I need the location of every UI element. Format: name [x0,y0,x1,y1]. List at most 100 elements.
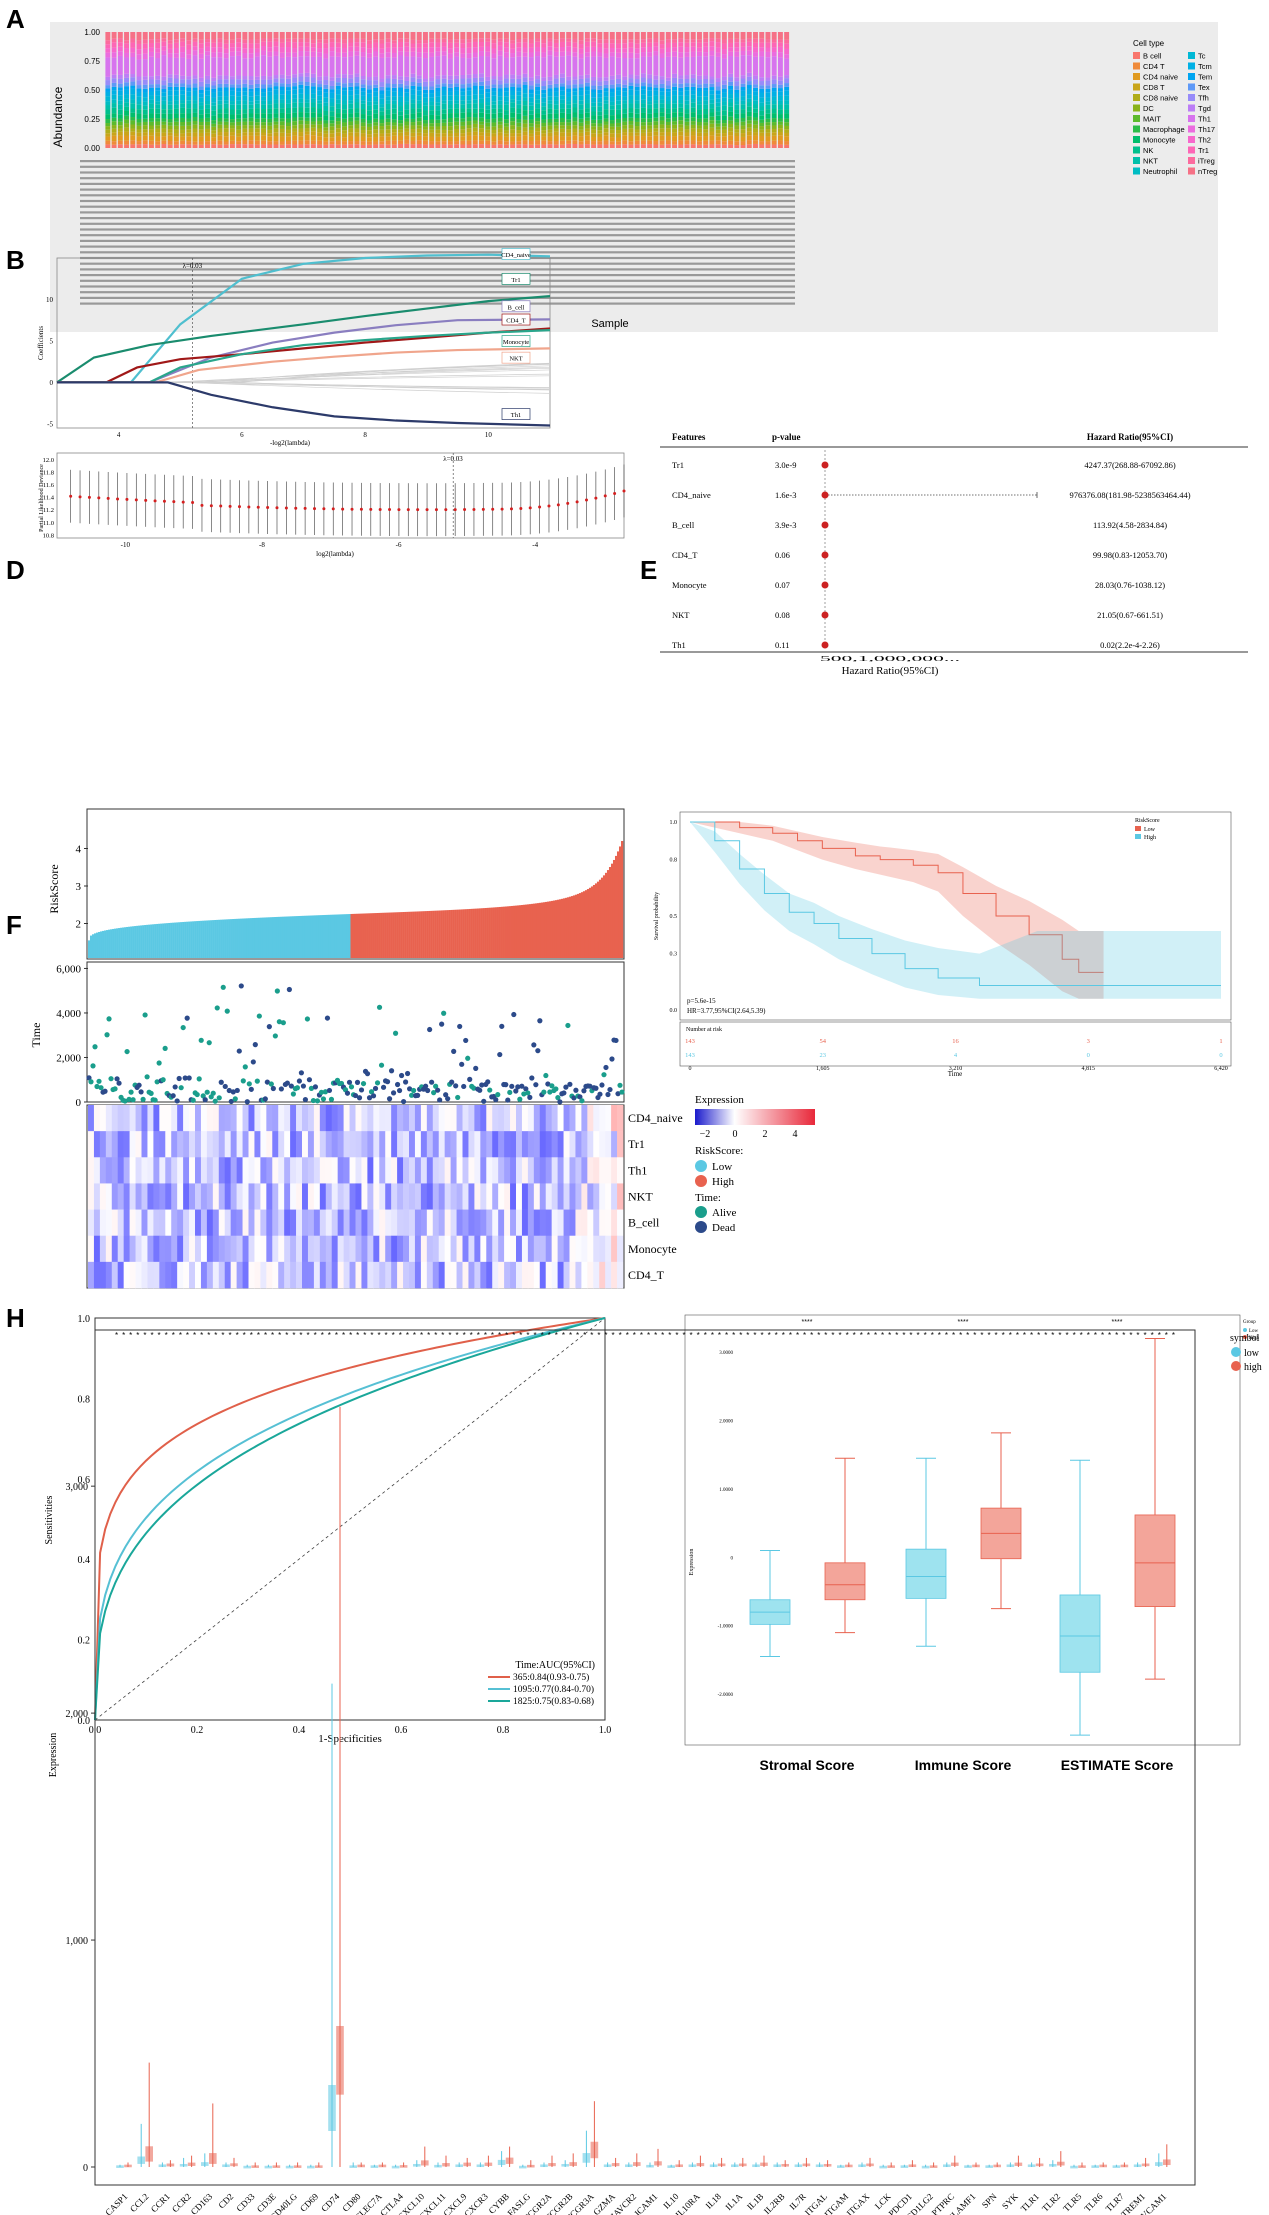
a-bar-segment [422,97,428,103]
a-bar-segment [628,141,634,145]
d-heat-cell [123,1261,130,1289]
c-header-pvalue: p-value [772,432,801,442]
d-risk-bar [146,924,149,958]
a-bar-segment [385,114,391,119]
a-bar-segment [678,38,684,43]
h-box [781,2163,790,2167]
a-bar-segment [485,46,491,52]
a-bar-segment [597,130,603,134]
a-bar-segment [672,47,678,52]
d-heat-cell [325,1157,333,1184]
d-heat-cell [456,1235,463,1263]
a-bar-segment [248,104,254,109]
d-heat-cell [129,1105,136,1132]
a-bar-segment [155,90,161,96]
a-bar-segment [167,104,173,110]
a-bar-segment [771,42,777,48]
a-bar-segment [491,118,497,123]
a-bar-segment [248,53,254,59]
d-heat-cell [153,1209,160,1237]
a-bar-segment [404,38,410,43]
a-bar-segment [155,52,161,59]
h-box [823,2163,832,2167]
a-bar-segment [690,102,696,108]
a-bar-segment [547,84,553,89]
b-top-lambda-label: λ=0.03 [183,262,203,270]
a-bar-segment [628,42,634,48]
a-bar-segment [709,131,715,136]
h-box [1120,2164,1129,2168]
a-bar-segment [721,97,727,102]
h-box [137,2156,145,2164]
a-bar-segment [379,98,385,105]
d-risk-bar [486,907,489,958]
a-bar-segment [678,120,684,125]
a-bar-segment [522,140,528,145]
d-heat-cell [230,1183,237,1210]
a-bar-segment [435,42,441,48]
a-bar-segment [746,144,752,148]
d-time-point [619,1089,625,1095]
a-bar-segment [759,115,765,120]
a-bar-segment [622,121,628,126]
a-bar-segment [709,87,715,91]
a-bar-segment [541,106,547,111]
a-bar-segment [553,32,559,40]
a-bar-segment [155,101,161,105]
a-bar-segment [161,109,167,114]
d-heat-cell [325,1105,333,1132]
a-bar-segment [136,104,142,110]
a-bar-segment [335,42,341,48]
h-category-label: IL18 [704,2191,724,2211]
a-bar-segment [335,144,341,148]
a-bar-segment [503,133,509,137]
d-time-point [431,1090,437,1096]
d-heat-cell [331,1235,338,1263]
a-bar-segment [578,100,584,105]
g-ytick: -1.0000 [718,1625,734,1630]
a-bar-segment [398,140,404,144]
a-bar-segment [497,45,503,51]
a-bar-segment [248,128,254,133]
a-bar-segment [771,125,777,129]
d-risk-bar [220,919,223,958]
a-bar-segment [323,115,329,121]
d-risk-bar [182,921,185,958]
b-minor-coef-line [57,369,551,383]
a-bar-segment [267,56,273,77]
a-bar-segment [640,52,646,57]
a-bar-segment [485,122,491,127]
a-bar-segment [535,99,541,104]
d-heat-cell [159,1157,166,1184]
d-heat-cell [498,1183,505,1210]
d-heat-row-label: Tr1 [628,1137,645,1151]
a-bar-segment [753,124,758,129]
a-bar-segment [148,129,154,133]
a-legend-swatch [1188,136,1195,143]
a-bar-segment [547,144,553,148]
a-bar-segment [678,140,684,145]
h-legend-low: low [1244,1348,1260,1359]
a-bar-segment [516,84,522,88]
panel-label-h: H [6,1303,25,1333]
d-time-point [549,1083,555,1089]
a-bar-segment [273,86,279,90]
a-bar-segment [229,95,235,102]
a-bar-segment [535,117,541,122]
a-bar-segment [416,117,422,122]
h-box [709,2164,718,2168]
d-risk-bar [144,925,147,958]
d-risk-bar [148,924,151,958]
d-risk-bar [214,919,217,958]
a-bar-segment [211,105,217,111]
d-time-point [298,1070,304,1076]
d-heat-cell [319,1183,327,1210]
d-heat-cell [147,1105,154,1132]
h-box [272,2165,281,2168]
a-bar-segment [304,56,310,73]
d-time-point [300,1083,307,1089]
a-bar-segment [578,122,584,127]
a-bar-segment [124,98,130,103]
a-bar-segment [659,116,665,121]
d-time-point [390,1090,397,1096]
